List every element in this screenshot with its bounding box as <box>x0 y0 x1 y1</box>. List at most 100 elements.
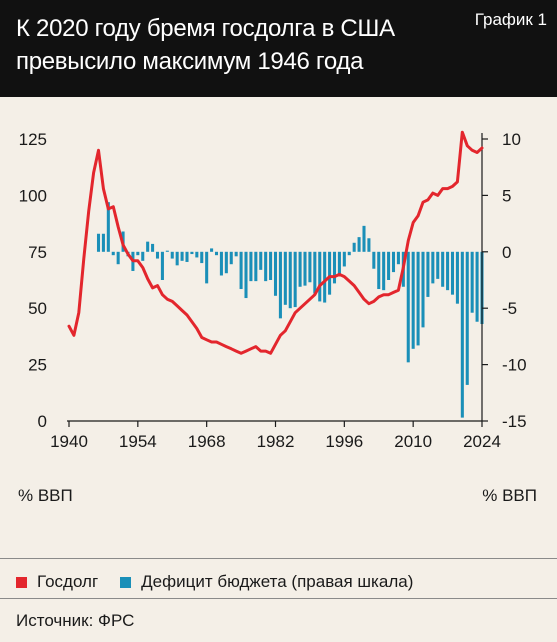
deficit-bar <box>234 251 238 257</box>
deficit-bar <box>298 251 302 287</box>
deficit-bar <box>170 251 174 259</box>
right-tick-label: 0 <box>502 243 511 262</box>
legend-swatch-debt <box>16 576 27 588</box>
deficit-bar <box>450 251 455 295</box>
deficit-bar <box>337 251 341 276</box>
legend-label-deficit: Дефицит бюджета (правая шкала) <box>141 572 414 591</box>
deficit-bar <box>455 251 459 304</box>
chart-area: 1940 1954 1968 1982 1996 2010 2024025507510012… <box>19 130 527 451</box>
deficit-bar <box>273 251 278 296</box>
deficit-bar <box>116 251 120 265</box>
deficit-bar <box>303 251 307 286</box>
left-tick-label: 25 <box>28 356 47 375</box>
deficit-bar <box>431 251 435 284</box>
left-tick-label: 50 <box>28 299 47 318</box>
chart-number-tag: График 1 <box>474 10 547 29</box>
chart-legend: Госдолг Дефицит бюджета (правая шкала) <box>16 572 435 592</box>
deficit-bar <box>396 251 400 265</box>
deficit-bar <box>111 251 115 256</box>
deficit-bar <box>387 251 391 280</box>
deficit-bar <box>136 251 140 256</box>
right-tick-label: -15 <box>502 412 527 431</box>
right-tick-label: -10 <box>502 356 527 375</box>
deficit-bar <box>141 251 145 261</box>
right-tick-label: 10 <box>502 130 521 149</box>
chart-header: К 2020 году бремя госдолга в США превыси… <box>0 0 557 97</box>
deficit-bar <box>293 251 297 308</box>
deficit-bar <box>367 238 371 252</box>
deficit-bar <box>352 242 356 252</box>
deficit-bar <box>357 237 361 252</box>
deficit-bar <box>426 251 430 297</box>
deficit-bar <box>446 251 450 291</box>
deficit-bar <box>332 251 337 284</box>
deficit-bar <box>313 251 317 294</box>
deficit-bar <box>269 251 273 280</box>
deficit-bar <box>441 251 445 287</box>
chart-title: К 2020 году бремя госдолга в США превыси… <box>16 15 395 75</box>
deficit-bar <box>288 251 292 309</box>
source-note: Источник: ФРС <box>16 611 135 630</box>
deficit-bar <box>342 251 346 267</box>
deficit-bar <box>96 233 101 252</box>
deficit-bar <box>264 251 268 282</box>
deficit-bar <box>195 251 199 258</box>
deficit-bar <box>165 250 169 252</box>
deficit-bar <box>323 251 327 303</box>
deficit-bar <box>200 251 204 264</box>
left-tick-label: 0 <box>38 412 47 431</box>
deficit-bar <box>259 251 263 270</box>
deficit-bar <box>470 251 474 313</box>
left-tick-label: 75 <box>28 243 47 262</box>
deficit-bar <box>146 241 150 252</box>
deficit-bar <box>224 251 228 274</box>
right-tick-label: 5 <box>502 186 511 205</box>
deficit-bar <box>362 225 366 252</box>
deficit-bar <box>421 251 425 328</box>
deficit-bar <box>239 251 243 290</box>
legend-label-debt: Госдолг <box>37 572 99 591</box>
deficit-bar <box>377 251 381 290</box>
deficit-bar <box>465 251 469 385</box>
deficit-bar <box>214 251 219 256</box>
x-tick-label: 1940 <box>50 432 88 451</box>
source-divider <box>0 598 557 599</box>
deficit-bar <box>249 251 253 282</box>
deficit-bar <box>391 251 396 273</box>
deficit-bar <box>180 251 184 261</box>
x-tick-label: 1996 <box>325 432 363 451</box>
left-tick-label: 125 <box>19 130 47 149</box>
debt-line <box>67 130 484 355</box>
x-tick-label: 2024 <box>463 432 501 451</box>
deficit-bar <box>244 251 248 299</box>
deficit-bar <box>190 251 194 255</box>
deficit-bar <box>185 251 189 262</box>
deficit-bar <box>283 251 287 305</box>
deficit-bar <box>308 251 312 283</box>
deficit-bar <box>347 251 351 256</box>
deficit-bar <box>155 251 160 259</box>
deficit-bar <box>460 251 464 418</box>
deficit-bar <box>254 251 258 282</box>
deficit-bar <box>475 251 479 322</box>
deficit-bars <box>96 202 484 418</box>
deficit-bar <box>151 243 155 252</box>
deficit-bar <box>101 233 105 252</box>
deficit-bar <box>229 251 233 265</box>
debt-line-group <box>67 130 484 355</box>
x-tick-label: 1968 <box>188 432 226 451</box>
x-tick-label: 1982 <box>257 432 295 451</box>
right-axis-unit: % ВВП <box>482 486 537 505</box>
x-tick-label: 1954 <box>119 432 157 451</box>
deficit-bar <box>219 251 223 276</box>
deficit-bar <box>416 251 420 346</box>
deficit-bar <box>411 251 415 349</box>
deficit-bar <box>210 248 214 252</box>
chart-axes: 1940 1954 1968 1982 1996 2010 2024025507510012… <box>19 130 527 451</box>
deficit-bar <box>328 251 332 295</box>
legend-divider <box>0 558 557 559</box>
deficit-bar <box>106 202 110 252</box>
deficit-bar <box>205 251 209 284</box>
legend-swatch-deficit <box>120 576 132 588</box>
deficit-bar <box>382 251 386 291</box>
